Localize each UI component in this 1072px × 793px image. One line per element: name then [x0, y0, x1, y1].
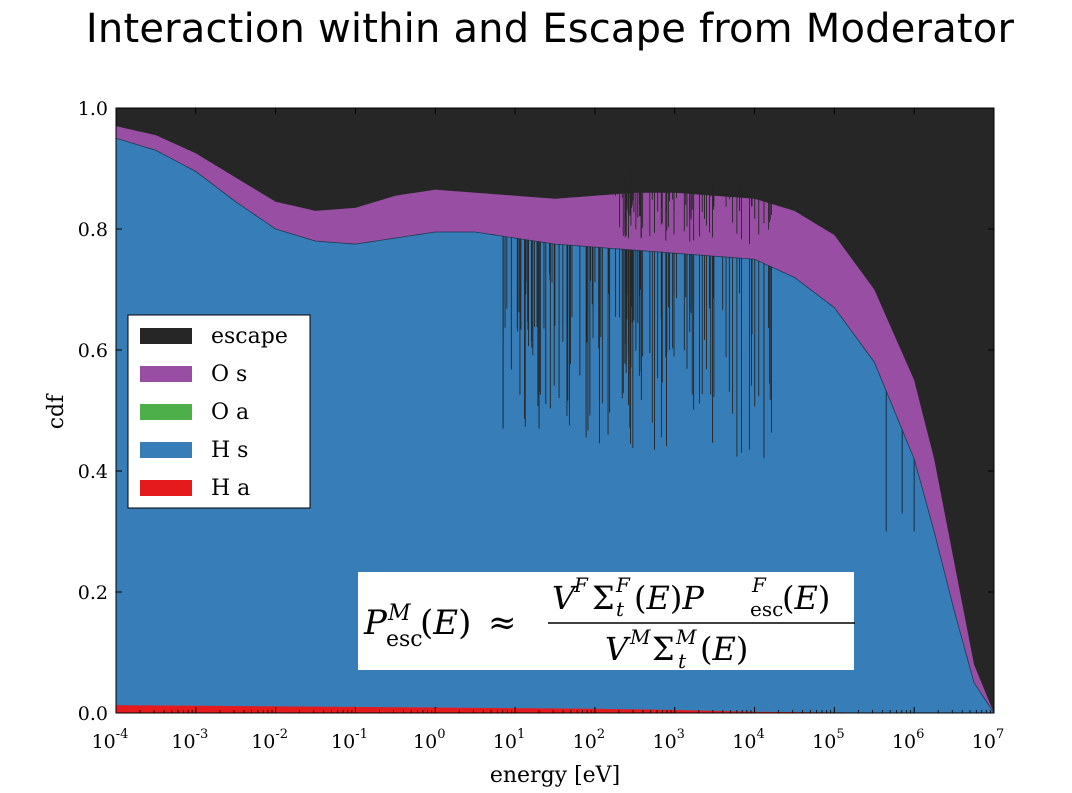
legend-swatch-h-a — [140, 480, 192, 496]
x-tick-label: 104 — [732, 727, 764, 753]
svg-text:F: F — [573, 573, 589, 597]
x-tick-label: 105 — [812, 727, 844, 753]
page-title: Interaction within and Escape from Moder… — [85, 6, 1015, 52]
y-tick-label: 0.8 — [78, 219, 108, 241]
resonance-spikes — [502, 163, 915, 532]
svg-text:t: t — [678, 649, 687, 673]
svg-text:V: V — [552, 579, 578, 617]
y-tick-label: 1.0 — [78, 98, 108, 120]
x-tick-label: 10-3 — [171, 727, 208, 753]
svg-text:esc: esc — [386, 627, 423, 652]
legend-swatch-o-a — [140, 404, 192, 420]
legend-swatch-h-s — [140, 442, 192, 458]
legend-swatch-escape — [140, 328, 192, 344]
y-tick-label: 0.0 — [78, 703, 108, 725]
svg-text:(E): (E) — [700, 630, 748, 668]
x-tick-label: 106 — [892, 727, 924, 753]
x-tick-label: 103 — [652, 727, 684, 753]
legend-label-escape: escape — [211, 324, 288, 349]
legend-label-h-s: H s — [211, 438, 248, 463]
formula-box — [358, 572, 854, 670]
svg-text:F: F — [615, 573, 631, 597]
x-tick-label: 10-4 — [92, 727, 129, 753]
x-axis-label: energy [eV] — [490, 763, 620, 788]
y-tick-label: 0.2 — [78, 582, 108, 604]
svg-text:≈: ≈ — [488, 603, 517, 643]
svg-text:F: F — [751, 573, 767, 597]
x-tick-label: 100 — [413, 727, 445, 753]
svg-text:t: t — [616, 597, 625, 621]
svg-text:(E)P: (E)P — [634, 579, 704, 617]
x-tick-label: 10-2 — [251, 727, 288, 753]
svg-text:M: M — [675, 625, 697, 649]
legend: escape O s O a H s H a — [127, 314, 311, 509]
legend-label-h-a: H a — [211, 476, 250, 501]
svg-text:(E): (E) — [420, 603, 471, 643]
x-tick-label: 102 — [573, 727, 605, 753]
svg-text:P: P — [363, 603, 388, 643]
svg-text:M: M — [629, 625, 651, 649]
legend-label-o-s: O s — [211, 362, 247, 387]
y-tick-label: 0.6 — [78, 340, 108, 362]
legend-swatch-o-s — [140, 366, 192, 382]
x-tick-label: 107 — [972, 727, 1004, 753]
x-tick-label: 101 — [493, 727, 525, 753]
x-tick-label: 10-1 — [331, 727, 368, 753]
svg-text:(E): (E) — [782, 579, 830, 617]
y-axis-label: cdf — [44, 393, 69, 429]
axis-ticks: 0.0 0.2 0.4 0.6 0.8 1.0 10-4 10-3 10-2 10-1 100 101… — [78, 98, 1004, 753]
svg-text:esc: esc — [750, 597, 783, 621]
y-tick-label: 0.4 — [78, 461, 108, 483]
svg-text:V: V — [605, 630, 631, 668]
legend-label-o-a: O a — [211, 400, 249, 425]
plot-frame — [115, 107, 995, 714]
svg-text:Σ: Σ — [592, 579, 615, 617]
svg-text:Σ: Σ — [652, 630, 675, 668]
formula-annotation: P M esc (E) ≈ V F Σ F t (E)P F esc (E) V… — [358, 572, 855, 673]
series-layer — [116, 108, 994, 713]
svg-text:M: M — [387, 601, 411, 626]
area-h-a — [116, 705, 994, 713]
